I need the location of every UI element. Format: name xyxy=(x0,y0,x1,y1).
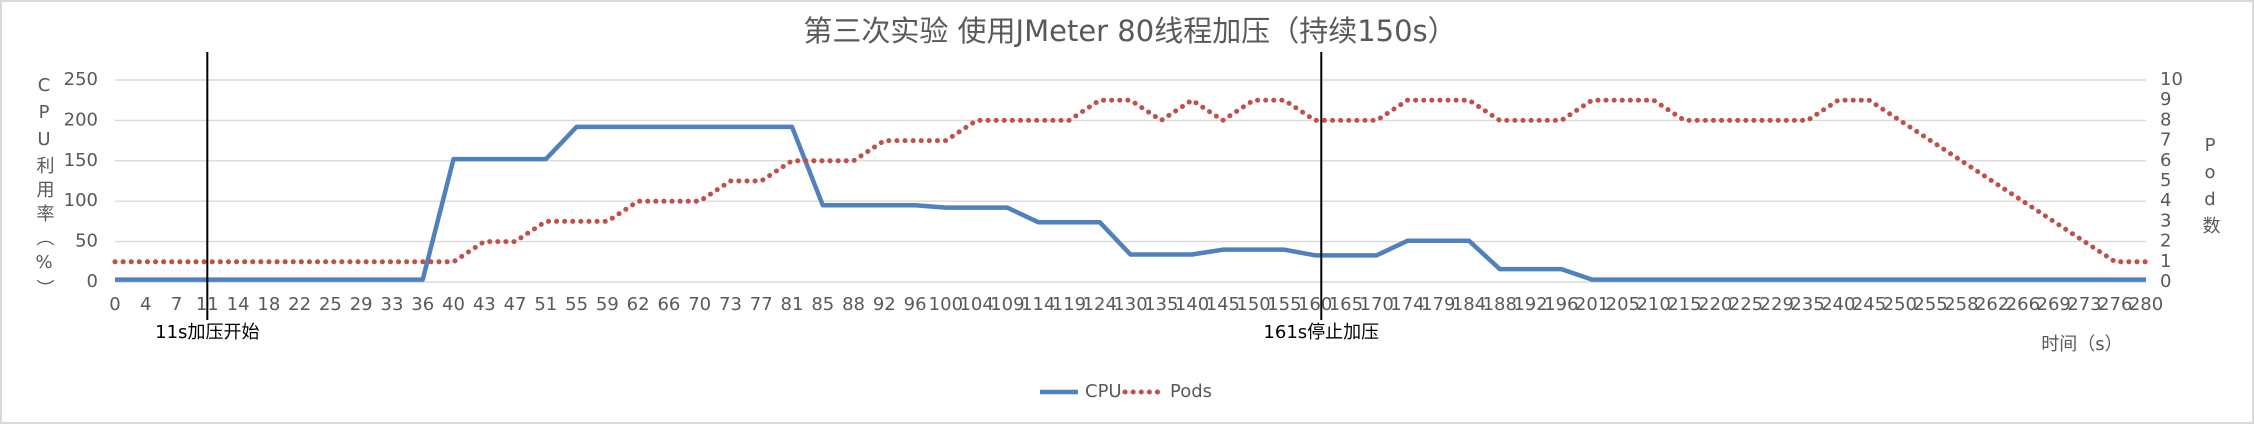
x-tick-label: 51 xyxy=(534,294,557,315)
x-tick-label: 109 xyxy=(990,294,1024,315)
x-tick-label: 43 xyxy=(473,294,496,315)
y2-tick-label: 10 xyxy=(2160,69,2183,90)
series-line xyxy=(112,97,2149,265)
y2-axis-title: Pod数 xyxy=(2200,135,2221,240)
legend-label: CPU xyxy=(1085,381,1122,402)
x-tick-label: 188 xyxy=(1483,294,1517,315)
x-tick-label: 77 xyxy=(750,294,773,315)
y-tick-label: 250 xyxy=(64,69,98,90)
x-tick-label: 155 xyxy=(1267,294,1301,315)
x-tick-label: 165 xyxy=(1329,294,1363,315)
y-tick-label: 100 xyxy=(64,190,98,211)
series-line xyxy=(115,124,2146,282)
x-tick-label: 59 xyxy=(596,294,619,315)
x-tick-label: 225 xyxy=(1729,294,1763,315)
x-tick-label: 184 xyxy=(1452,294,1486,315)
y2-tick-label: 4 xyxy=(2160,190,2171,211)
x-tick-label: 250 xyxy=(1883,294,1917,315)
x-tick-label: 73 xyxy=(719,294,742,315)
x-tick-label: 174 xyxy=(1390,294,1424,315)
x-tick-label: 36 xyxy=(411,294,434,315)
x-tick-label: 266 xyxy=(2006,294,2040,315)
x-tick-label: 14 xyxy=(227,294,250,315)
y2-tick-label: 8 xyxy=(2160,109,2171,130)
y2-tick-label: 5 xyxy=(2160,170,2171,191)
chart-title: 第三次实验 使用JMeter 80线程加压（持续150s） xyxy=(803,14,1456,48)
x-tick-label: 240 xyxy=(1821,294,1855,315)
x-tick-label: 40 xyxy=(442,294,465,315)
x-tick-label: 119 xyxy=(1052,294,1086,315)
x-tick-label: 7 xyxy=(171,294,182,315)
x-tick-label: 179 xyxy=(1421,294,1455,315)
x-tick-label: 47 xyxy=(504,294,527,315)
y2-tick-label: 7 xyxy=(2160,130,2171,151)
x-tick-label: 229 xyxy=(1760,294,1794,315)
x-tick-label: 280 xyxy=(2129,294,2163,315)
x-tick-label: 85 xyxy=(811,294,834,315)
y-tick-label: 0 xyxy=(87,271,98,292)
y-tick-label: 200 xyxy=(64,109,98,130)
x-tick-label: 235 xyxy=(1790,294,1824,315)
x-tick-label: 150 xyxy=(1236,294,1270,315)
x-tick-label: 170 xyxy=(1360,294,1394,315)
x-tick-label: 100 xyxy=(929,294,963,315)
x-tick-label: 55 xyxy=(565,294,588,315)
x-tick-label: 196 xyxy=(1544,294,1578,315)
legend-label: Pods xyxy=(1170,381,1212,402)
x-tick-label: 262 xyxy=(1975,294,2009,315)
x-tick-label: 88 xyxy=(842,294,865,315)
x-tick-label: 4 xyxy=(140,294,151,315)
y2-tick-label: 6 xyxy=(2160,150,2171,171)
x-tick-label: 22 xyxy=(288,294,311,315)
y2-tick-label: 9 xyxy=(2160,89,2171,110)
x-tick-label: 66 xyxy=(657,294,680,315)
y2-tick-label: 0 xyxy=(2160,271,2171,292)
x-tick-label: 124 xyxy=(1083,294,1117,315)
y2-tick-label: 1 xyxy=(2160,251,2171,272)
x-tick-label: 276 xyxy=(2098,294,2132,315)
x-tick-label: 273 xyxy=(2067,294,2101,315)
x-tick-label: 92 xyxy=(873,294,896,315)
x-tick-label: 96 xyxy=(904,294,927,315)
x-axis-title: 时间（s） xyxy=(2041,334,2122,355)
x-tick-label: 255 xyxy=(1913,294,1947,315)
y-axis-title: CPU利用率（%） xyxy=(34,75,55,303)
x-tick-label: 205 xyxy=(1606,294,1640,315)
x-tick-label: 160 xyxy=(1298,294,1332,315)
x-tick-label: 62 xyxy=(627,294,650,315)
x-tick-label: 258 xyxy=(1944,294,1978,315)
annotation-text: 161s停止加压 xyxy=(1263,322,1379,343)
x-tick-label: 104 xyxy=(959,294,993,315)
x-tick-label: 220 xyxy=(1698,294,1732,315)
x-tick-label: 81 xyxy=(781,294,804,315)
x-tick-label: 70 xyxy=(688,294,711,315)
x-tick-label: 135 xyxy=(1144,294,1178,315)
x-tick-label: 210 xyxy=(1636,294,1670,315)
x-tick-label: 29 xyxy=(350,294,373,315)
x-tick-label: 192 xyxy=(1513,294,1547,315)
x-tick-label: 215 xyxy=(1667,294,1701,315)
x-tick-label: 114 xyxy=(1021,294,1055,315)
y2-tick-label: 3 xyxy=(2160,210,2171,231)
x-tick-label: 0 xyxy=(109,294,120,315)
x-tick-label: 25 xyxy=(319,294,342,315)
x-tick-label: 145 xyxy=(1206,294,1240,315)
x-tick-label: 140 xyxy=(1175,294,1209,315)
x-tick-label: 269 xyxy=(2037,294,2071,315)
x-tick-label: 130 xyxy=(1113,294,1147,315)
x-tick-label: 201 xyxy=(1575,294,1609,315)
y-tick-label: 150 xyxy=(64,150,98,171)
y-tick-label: 50 xyxy=(75,231,98,252)
y2-tick-label: 2 xyxy=(2160,231,2171,252)
x-tick-label: 245 xyxy=(1852,294,1886,315)
x-tick-label: 18 xyxy=(257,294,280,315)
annotation-text: 11s加压开始 xyxy=(155,322,259,343)
x-tick-label: 33 xyxy=(381,294,404,315)
